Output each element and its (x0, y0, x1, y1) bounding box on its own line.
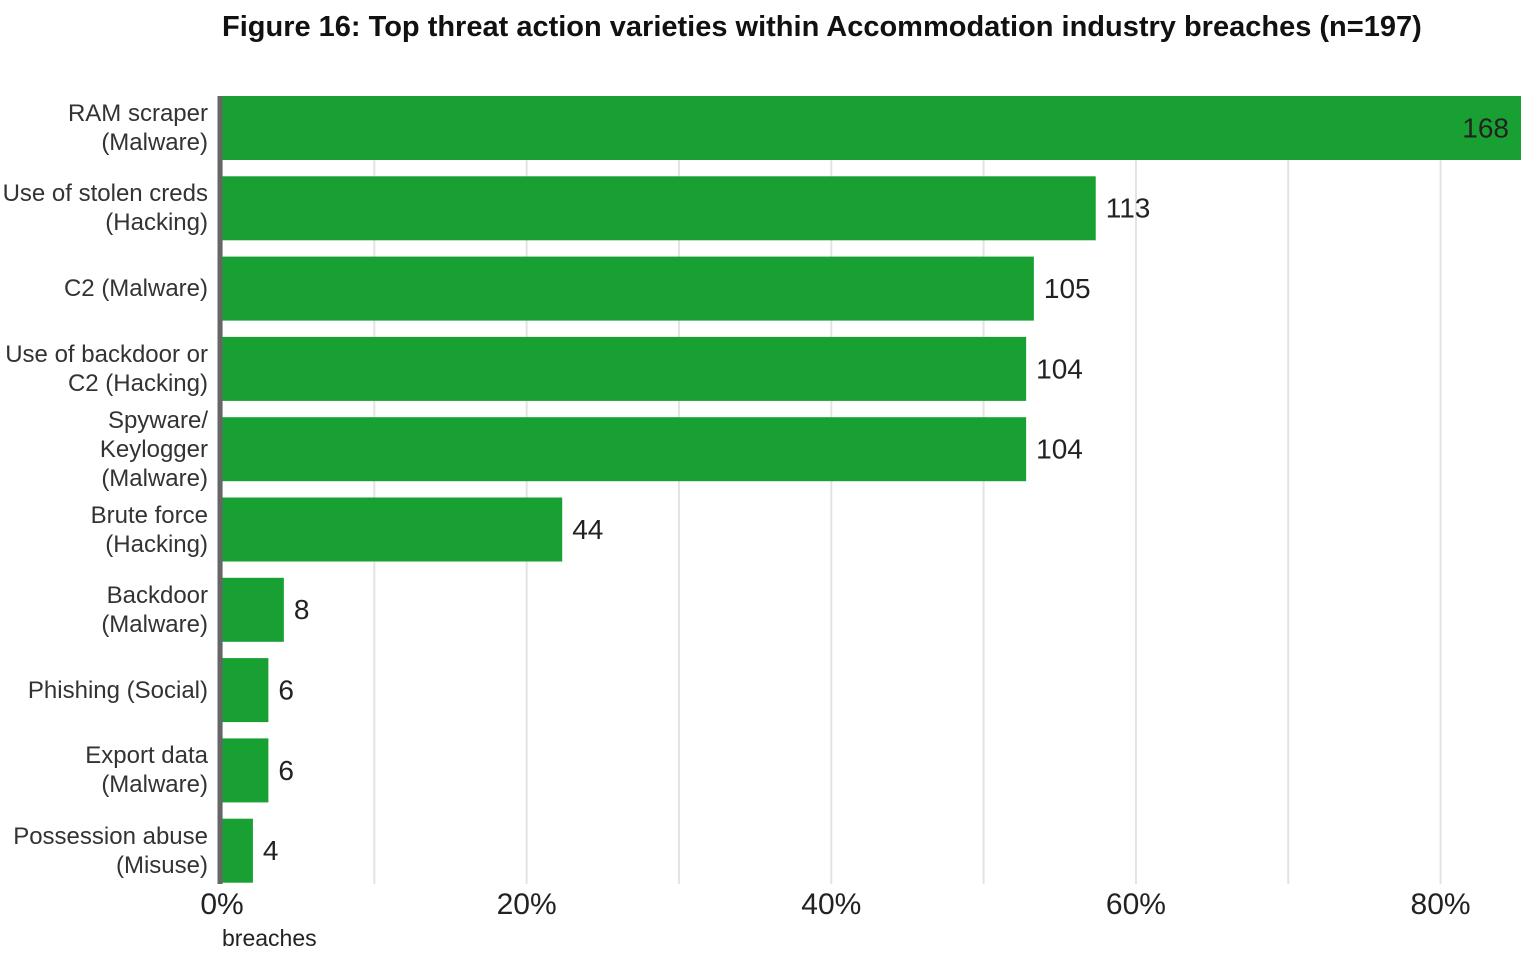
y-tick-label: C2 (Malware) (63, 275, 208, 303)
value-label: 104 (1036, 434, 1083, 465)
y-tick-label: Export data (Malware) (85, 742, 208, 799)
x-axis-label: breaches (222, 925, 317, 951)
value-label: 44 (572, 514, 603, 545)
x-tick-label: 20% (497, 888, 557, 921)
bar (222, 96, 1521, 160)
bar (222, 818, 253, 883)
y-tick-label: Possession abuse (Misuse) (13, 822, 208, 879)
value-label: 105 (1044, 273, 1091, 304)
y-tick-label: Phishing (Social) (27, 676, 208, 704)
y-tick-label: Backdoor (Malware) (101, 581, 208, 638)
y-tick-label: Spyware/ Keylogger (Malware) (99, 406, 208, 492)
y-tick-label: Brute force (Hacking) (90, 501, 208, 558)
bar (222, 658, 269, 723)
bar (222, 738, 269, 803)
bar (222, 577, 284, 642)
value-label: 168 (1462, 112, 1509, 143)
value-label: 4 (263, 835, 279, 866)
x-tick-label: 0% (200, 888, 243, 921)
bar (222, 336, 1027, 401)
x-tick-label: 40% (801, 888, 861, 921)
value-label: 113 (1106, 193, 1151, 224)
bar (222, 497, 563, 562)
y-tick-label: RAM scraper (Malware) (67, 100, 208, 156)
bar (222, 256, 1034, 321)
value-label: 6 (278, 674, 294, 705)
y-tick-label: Use of stolen creds (Hacking) (2, 180, 208, 237)
value-label: 6 (278, 755, 294, 786)
value-label: 104 (1036, 353, 1083, 384)
value-label: 8 (294, 594, 310, 625)
bar (222, 417, 1027, 482)
chart-title: Figure 16: Top threat action varieties w… (222, 11, 1422, 43)
y-tick-label: Use of backdoor or C2 (Hacking) (5, 340, 208, 397)
x-tick-label: 80% (1411, 888, 1471, 921)
bar (222, 176, 1096, 241)
x-tick-label: 60% (1106, 888, 1166, 921)
